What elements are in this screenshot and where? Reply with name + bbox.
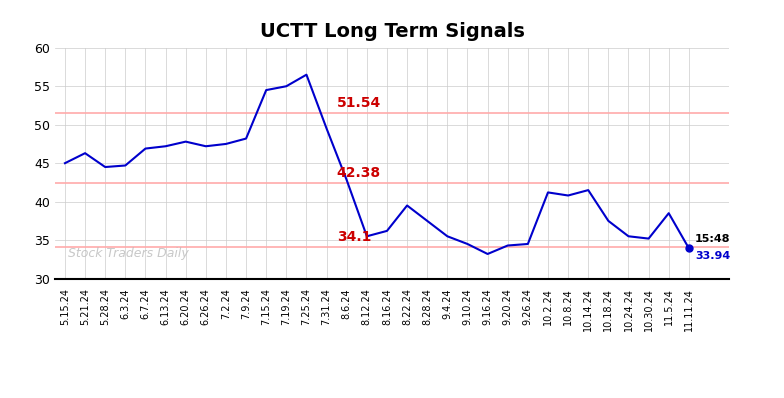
Text: Stock Traders Daily: Stock Traders Daily xyxy=(68,247,189,260)
Text: 42.38: 42.38 xyxy=(336,166,381,180)
Text: 33.94: 33.94 xyxy=(695,251,730,261)
Title: UCTT Long Term Signals: UCTT Long Term Signals xyxy=(260,21,524,41)
Text: 51.54: 51.54 xyxy=(336,96,381,110)
Text: 34.1: 34.1 xyxy=(336,230,371,244)
Text: 15:48: 15:48 xyxy=(695,234,731,244)
